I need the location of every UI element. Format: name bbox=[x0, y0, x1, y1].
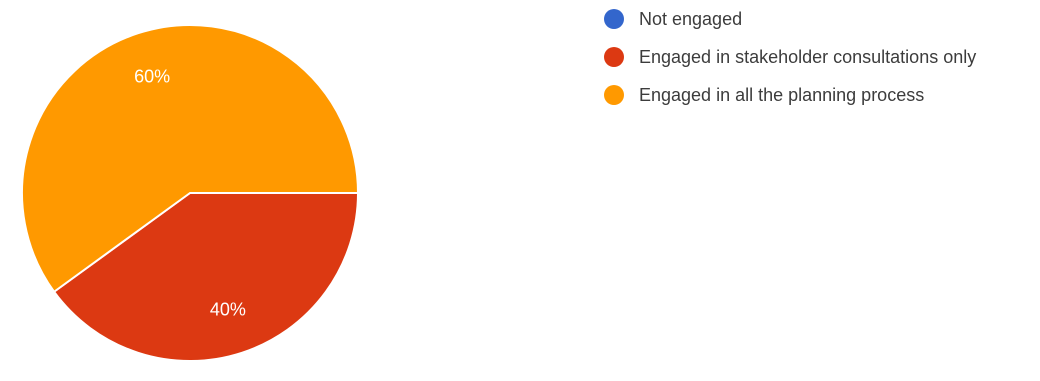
legend-swatch-all-planning-process bbox=[604, 85, 624, 105]
legend-label-all-planning-process: Engaged in all the planning process bbox=[639, 85, 925, 105]
legend-item-stakeholder-consultations[interactable]: Engaged in stakeholder consultations onl… bbox=[604, 42, 1024, 72]
pie-slice-all-planning-process[interactable] bbox=[21, 24, 360, 294]
pie-slice-stakeholder-consultations[interactable] bbox=[52, 192, 360, 362]
pie-chart: 40% 60% bbox=[21, 24, 360, 362]
legend-swatch-not-engaged bbox=[604, 9, 624, 29]
legend-label-stakeholder-consultations: Engaged in stakeholder consultations onl… bbox=[639, 47, 977, 67]
chart-legend: Not engaged Engaged in stakeholder consu… bbox=[604, 4, 1024, 118]
legend-swatch-stakeholder-consultations bbox=[604, 47, 624, 67]
legend-label-not-engaged: Not engaged bbox=[639, 9, 743, 29]
pie-label-all-planning-process: 60% bbox=[134, 66, 170, 86]
legend-item-all-planning-process[interactable]: Engaged in all the planning process bbox=[604, 80, 1024, 110]
pie-label-stakeholder-consultations: 40% bbox=[210, 300, 246, 320]
legend-item-not-engaged[interactable]: Not engaged bbox=[604, 4, 1024, 34]
